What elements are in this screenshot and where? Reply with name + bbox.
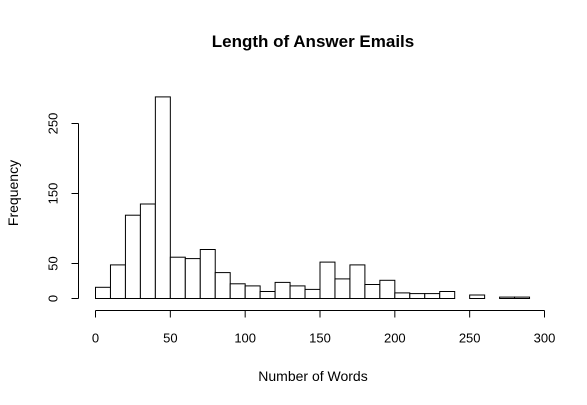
y-axis: 0 50 150 250	[46, 113, 79, 302]
histogram-bar-10-20	[109, 264, 126, 299]
x-axis-label: Number of Words	[258, 368, 367, 384]
y-tick-label-150: 150	[46, 183, 61, 205]
x-tick-label-0: 0	[92, 331, 99, 346]
bars-group	[95, 96, 531, 300]
histogram-bar-30-40	[139, 203, 156, 299]
histogram-bar-270-280	[499, 296, 516, 300]
x-tick-label-300: 300	[534, 331, 556, 346]
x-tick-label-50: 50	[163, 331, 177, 346]
histogram-bar-110-120	[259, 291, 276, 299]
histogram-bar-200-210	[394, 292, 411, 299]
histogram-bar-140-150	[304, 288, 321, 299]
histogram-bar-40-50	[154, 96, 171, 300]
histogram-bar-130-140	[289, 285, 306, 299]
x-tick-label-150: 150	[309, 331, 331, 346]
histogram-bar-170-180	[349, 264, 366, 299]
histogram-bar-250-260	[469, 294, 486, 299]
x-tick-label-100: 100	[234, 331, 256, 346]
x-axis: 0 50 100 150 200 250 300	[92, 310, 556, 346]
histogram-bar-120-130	[274, 281, 291, 299]
histogram-bar-100-110	[244, 285, 261, 299]
histogram-bar-160-170	[334, 278, 351, 299]
histogram-bar-50-60	[169, 256, 186, 300]
y-tick-label-0: 0	[46, 295, 61, 302]
histogram-bar-80-90	[214, 272, 231, 300]
histogram-bar-90-100	[229, 283, 246, 299]
histogram-bar-210-220	[409, 293, 426, 300]
histogram-bar-0-10	[95, 286, 111, 299]
histogram-bar-70-80	[199, 249, 216, 299]
y-axis-label: Frequency	[5, 160, 21, 226]
histogram-bar-180-190	[364, 284, 381, 299]
x-tick-label-250: 250	[459, 331, 481, 346]
histogram-bar-280-290	[514, 296, 531, 300]
chart-title: Length of Answer Emails	[212, 32, 414, 51]
histogram-bar-230-240	[439, 291, 456, 299]
y-tick-label-250: 250	[46, 113, 61, 135]
histogram-bar-60-70	[184, 258, 201, 300]
histogram-bar-20-30	[124, 214, 141, 299]
y-tick-label-50: 50	[46, 256, 61, 270]
histogram-bar-150-160	[319, 261, 336, 300]
histogram-bar-190-200	[379, 279, 396, 299]
x-tick-label-200: 200	[384, 331, 406, 346]
histogram-bar-220-230	[424, 293, 441, 300]
